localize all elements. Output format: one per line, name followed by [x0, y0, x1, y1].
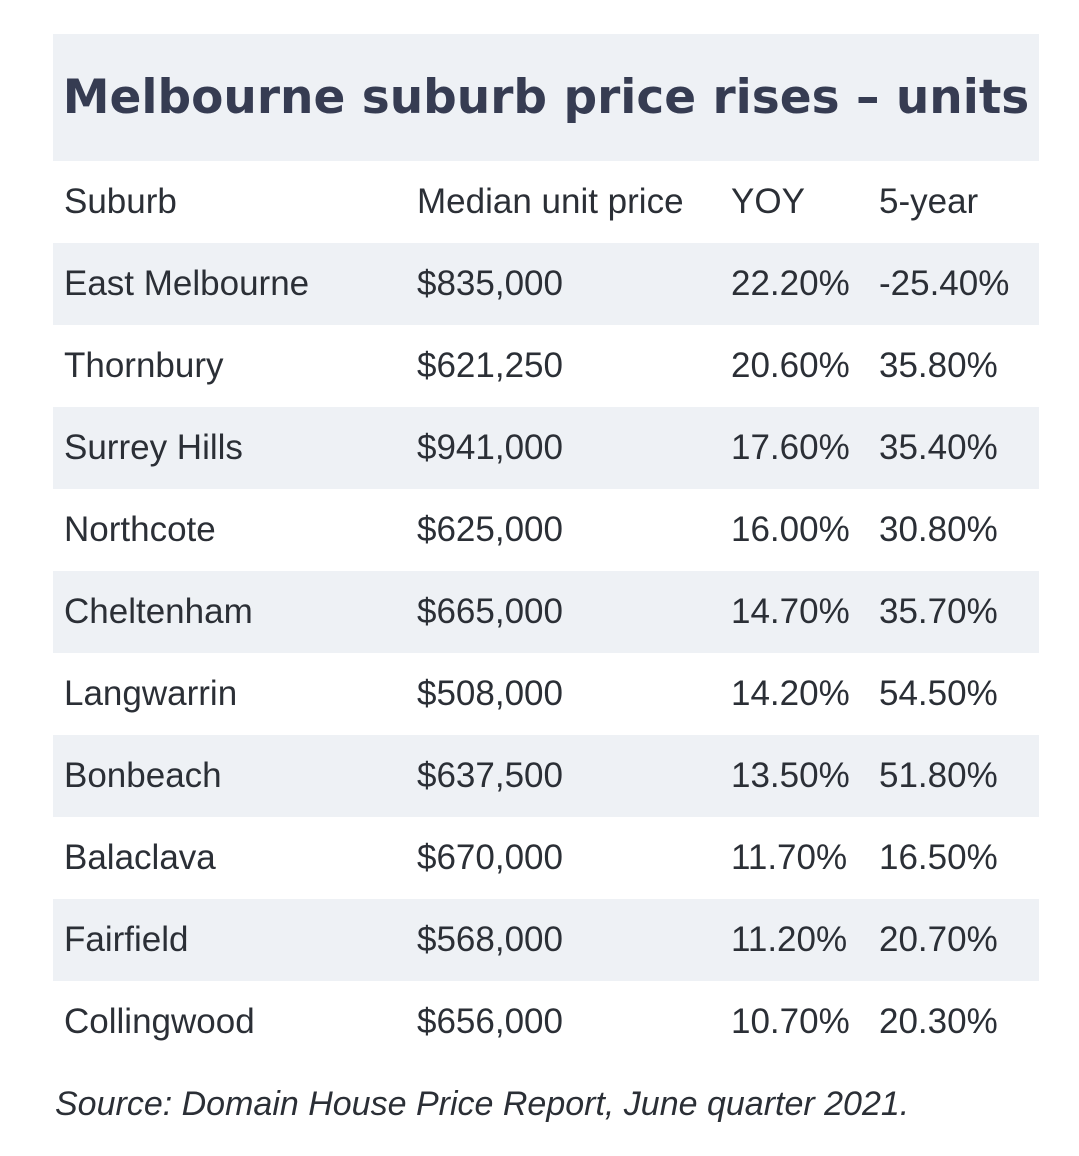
- price-table-card: Melbourne suburb price rises – units Sub…: [53, 34, 1039, 1156]
- cell-median-price: $656,000: [417, 1002, 563, 1041]
- cell-5-year: -25.40%: [879, 264, 1010, 303]
- table-row: Fairfield $568,000 11.20% 20.70%: [53, 899, 1039, 981]
- cell-5-year: 54.50%: [879, 674, 998, 713]
- table-row: Langwarrin $508,000 14.20% 54.50%: [53, 653, 1039, 735]
- title-bar: Melbourne suburb price rises – units: [53, 34, 1039, 161]
- cell-5-year: 20.30%: [879, 1002, 998, 1041]
- table-row: Bonbeach $637,500 13.50% 51.80%: [53, 735, 1039, 817]
- suburb-price-table: Suburb Median unit price YOY 5-year East…: [53, 161, 1039, 1063]
- cell-median-price: $665,000: [417, 592, 563, 631]
- table-row: Surrey Hills $941,000 17.60% 35.40%: [53, 407, 1039, 489]
- table-row: Cheltenham $665,000 14.70% 35.70%: [53, 571, 1039, 653]
- cell-yoy: 16.00%: [731, 510, 850, 549]
- cell-5-year: 20.70%: [879, 920, 998, 959]
- column-header-suburb: Suburb: [64, 182, 177, 221]
- cell-yoy: 11.70%: [731, 838, 848, 877]
- cell-5-year: 16.50%: [879, 838, 998, 877]
- table-row: Balaclava $670,000 11.70% 16.50%: [53, 817, 1039, 899]
- cell-median-price: $621,250: [417, 346, 563, 385]
- cell-median-price: $568,000: [417, 920, 563, 959]
- cell-yoy: 22.20%: [731, 264, 850, 303]
- cell-suburb: Langwarrin: [64, 674, 238, 713]
- cell-5-year: 30.80%: [879, 510, 998, 549]
- cell-yoy: 10.70%: [731, 1002, 850, 1041]
- column-header-median-price: Median unit price: [417, 182, 684, 221]
- table-row: Collingwood $656,000 10.70% 20.30%: [53, 981, 1039, 1063]
- column-header-yoy: YOY: [731, 182, 805, 221]
- cell-suburb: Cheltenham: [64, 592, 253, 631]
- cell-suburb: Collingwood: [64, 1002, 255, 1041]
- cell-suburb: Northcote: [64, 510, 216, 549]
- cell-yoy: 20.60%: [731, 346, 850, 385]
- cell-median-price: $625,000: [417, 510, 563, 549]
- cell-yoy: 13.50%: [731, 756, 850, 795]
- table-body: East Melbourne $835,000 22.20% -25.40% T…: [53, 243, 1039, 1063]
- table-row: Thornbury $621,250 20.60% 35.80%: [53, 325, 1039, 407]
- cell-suburb: Thornbury: [64, 346, 224, 385]
- cell-suburb: Surrey Hills: [64, 428, 243, 467]
- cell-yoy: 14.20%: [731, 674, 850, 713]
- source-note: Source: Domain House Price Report, June …: [55, 1085, 910, 1123]
- cell-5-year: 35.70%: [879, 592, 998, 631]
- cell-5-year: 35.40%: [879, 428, 998, 467]
- cell-5-year: 51.80%: [879, 756, 998, 795]
- cell-5-year: 35.80%: [879, 346, 998, 385]
- cell-yoy: 17.60%: [731, 428, 850, 467]
- cell-median-price: $670,000: [417, 838, 563, 877]
- cell-suburb: East Melbourne: [64, 264, 310, 303]
- cell-suburb: Fairfield: [64, 920, 189, 959]
- table-row: East Melbourne $835,000 22.20% -25.40%: [53, 243, 1039, 325]
- table-title: Melbourne suburb price rises – units: [62, 70, 1030, 125]
- cell-yoy: 11.20%: [731, 920, 848, 959]
- column-header-5-year: 5-year: [879, 182, 979, 221]
- table-header: Suburb Median unit price YOY 5-year: [53, 161, 1039, 243]
- cell-median-price: $508,000: [417, 674, 563, 713]
- table-row: Northcote $625,000 16.00% 30.80%: [53, 489, 1039, 571]
- header-row: Suburb Median unit price YOY 5-year: [53, 161, 1039, 243]
- cell-suburb: Balaclava: [64, 838, 216, 877]
- cell-suburb: Bonbeach: [64, 756, 222, 795]
- cell-median-price: $941,000: [417, 428, 563, 467]
- cell-median-price: $835,000: [417, 264, 563, 303]
- cell-yoy: 14.70%: [731, 592, 850, 631]
- cell-median-price: $637,500: [417, 756, 563, 795]
